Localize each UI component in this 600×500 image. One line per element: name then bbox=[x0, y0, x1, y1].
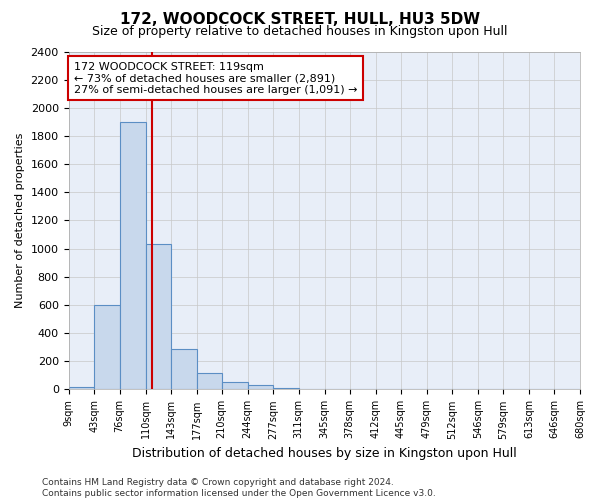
Text: 172, WOODCOCK STREET, HULL, HU3 5DW: 172, WOODCOCK STREET, HULL, HU3 5DW bbox=[120, 12, 480, 28]
Y-axis label: Number of detached properties: Number of detached properties bbox=[15, 133, 25, 308]
Bar bbox=[299, 388, 325, 390]
Bar bbox=[197, 374, 222, 390]
Bar bbox=[248, 385, 273, 390]
Bar bbox=[222, 382, 248, 390]
Text: 172 WOODCOCK STREET: 119sqm
← 73% of detached houses are smaller (2,891)
27% of : 172 WOODCOCK STREET: 119sqm ← 73% of det… bbox=[74, 62, 357, 95]
Bar bbox=[68, 386, 94, 390]
Bar bbox=[119, 122, 146, 390]
Text: Contains HM Land Registry data © Crown copyright and database right 2024.
Contai: Contains HM Land Registry data © Crown c… bbox=[42, 478, 436, 498]
Bar bbox=[94, 305, 119, 390]
X-axis label: Distribution of detached houses by size in Kingston upon Hull: Distribution of detached houses by size … bbox=[132, 447, 517, 460]
Bar bbox=[170, 348, 197, 390]
Bar bbox=[273, 388, 299, 390]
Bar bbox=[146, 244, 170, 390]
Text: Size of property relative to detached houses in Kingston upon Hull: Size of property relative to detached ho… bbox=[92, 25, 508, 38]
